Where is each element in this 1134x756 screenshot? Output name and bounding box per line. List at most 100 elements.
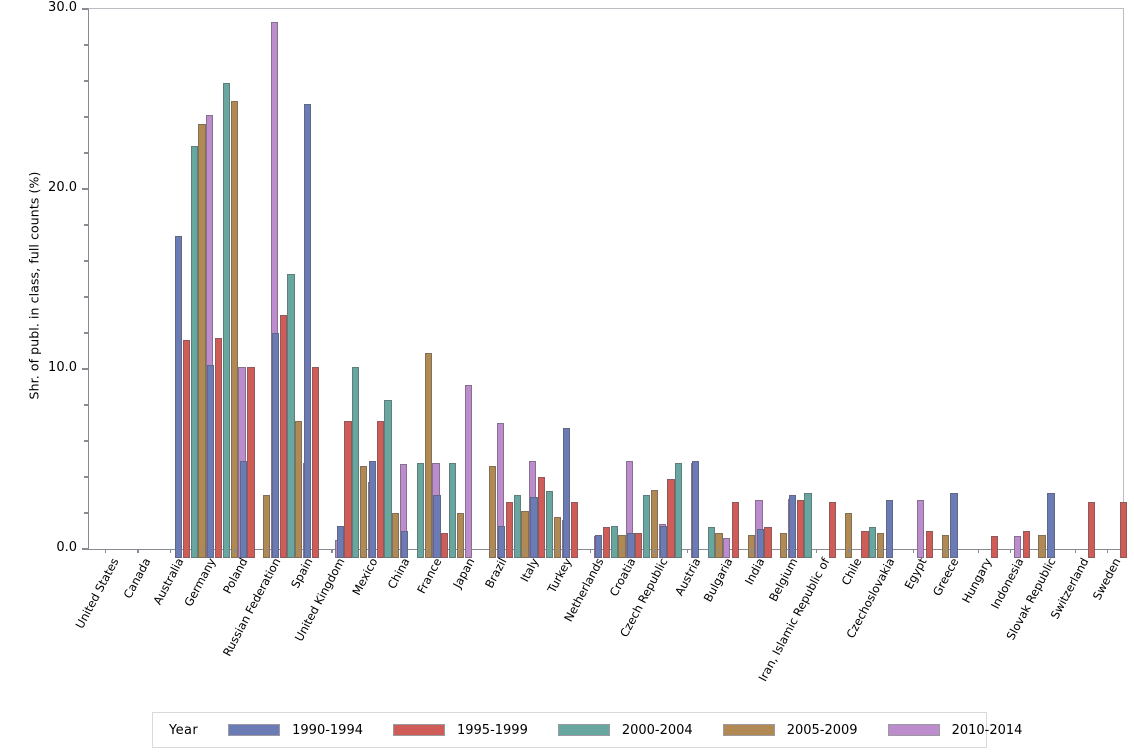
bar[interactable] xyxy=(788,495,797,558)
legend-item[interactable]: 2010-2014 xyxy=(887,723,1022,738)
bar[interactable] xyxy=(336,525,344,558)
bar[interactable] xyxy=(642,495,651,558)
bar[interactable] xyxy=(764,527,772,558)
bar[interactable] xyxy=(441,532,449,558)
bar[interactable] xyxy=(182,340,190,558)
x-axis-tick-mark xyxy=(783,549,785,553)
bar[interactable] xyxy=(295,421,303,558)
bar[interactable] xyxy=(885,500,894,558)
bar[interactable] xyxy=(723,538,731,558)
bar[interactable] xyxy=(876,532,885,558)
bar[interactable] xyxy=(869,527,877,558)
bar[interactable] xyxy=(595,534,603,558)
bar[interactable] xyxy=(198,124,206,558)
bar[interactable] xyxy=(530,496,538,558)
bar[interactable] xyxy=(602,527,610,558)
bar[interactable] xyxy=(1013,536,1022,558)
bar[interactable] xyxy=(287,273,295,558)
bar[interactable] xyxy=(376,421,384,558)
bar[interactable] xyxy=(456,513,465,558)
bar-group xyxy=(918,18,956,558)
bar[interactable] xyxy=(618,534,626,558)
bar[interactable] xyxy=(344,421,352,558)
bar[interactable] xyxy=(844,513,852,558)
bar[interactable] xyxy=(174,235,183,558)
bar[interactable] xyxy=(691,460,700,558)
bar[interactable] xyxy=(424,352,432,558)
bar[interactable] xyxy=(659,525,667,558)
bar[interactable] xyxy=(304,104,312,558)
bar[interactable] xyxy=(796,500,804,558)
bar-group xyxy=(1047,18,1085,558)
bar[interactable] xyxy=(215,338,223,558)
bar[interactable] xyxy=(464,385,472,558)
bar[interactable] xyxy=(222,82,231,558)
bar[interactable] xyxy=(570,502,578,558)
bar[interactable] xyxy=(545,491,554,558)
bar[interactable] xyxy=(521,511,529,558)
legend-color-swatch xyxy=(722,724,775,736)
bar[interactable] xyxy=(505,502,514,558)
bar[interactable] xyxy=(279,315,287,558)
bar[interactable] xyxy=(804,493,812,558)
bar[interactable] xyxy=(1022,531,1031,558)
bar[interactable] xyxy=(449,462,457,558)
bar[interactable] xyxy=(675,462,683,558)
bar[interactable] xyxy=(925,531,934,558)
bar[interactable] xyxy=(230,100,238,558)
bar[interactable] xyxy=(610,525,618,558)
bar[interactable] xyxy=(707,527,715,558)
bar[interactable] xyxy=(247,367,255,558)
bar[interactable] xyxy=(861,531,869,558)
bar[interactable] xyxy=(941,534,949,558)
bar[interactable] xyxy=(416,462,424,558)
bar[interactable] xyxy=(950,493,958,558)
bar[interactable] xyxy=(1047,493,1055,558)
bar[interactable] xyxy=(627,532,635,558)
bar[interactable] xyxy=(553,516,561,558)
x-axis-tick-mark xyxy=(686,549,688,553)
bar[interactable] xyxy=(392,513,400,558)
bar[interactable] xyxy=(1087,502,1095,558)
bar[interactable] xyxy=(513,495,521,558)
bar[interactable] xyxy=(667,478,675,558)
bar[interactable] xyxy=(779,532,788,558)
bar[interactable] xyxy=(562,428,570,558)
bar[interactable] xyxy=(756,529,764,558)
bar[interactable] xyxy=(635,532,643,558)
x-axis-tick-mark xyxy=(654,549,656,553)
bar[interactable] xyxy=(650,489,658,558)
bar[interactable] xyxy=(271,333,280,558)
y-axis-tick-label: 30.0 xyxy=(48,0,77,15)
bar[interactable] xyxy=(239,460,247,558)
bar[interactable] xyxy=(498,525,506,558)
bar[interactable] xyxy=(359,466,368,558)
legend-item[interactable]: 2005-2009 xyxy=(722,723,858,738)
bar[interactable] xyxy=(829,502,837,558)
legend-item[interactable]: 2000-2004 xyxy=(557,723,693,738)
bar[interactable] xyxy=(207,365,215,558)
bar[interactable] xyxy=(312,367,320,558)
bar[interactable] xyxy=(732,502,740,558)
bar[interactable] xyxy=(489,466,497,558)
bar[interactable] xyxy=(368,460,377,558)
bar[interactable] xyxy=(401,531,409,558)
bar[interactable] xyxy=(384,399,392,558)
legend-item[interactable]: 1995-1999 xyxy=(392,723,528,738)
bar[interactable] xyxy=(1119,502,1127,558)
legend-label: 1990-1994 xyxy=(292,722,363,738)
bar[interactable] xyxy=(1038,534,1046,558)
bar-group xyxy=(788,18,827,558)
legend-item[interactable]: 1990-1994 xyxy=(228,723,363,738)
bar[interactable] xyxy=(990,536,998,558)
bar[interactable] xyxy=(747,534,755,558)
bar[interactable] xyxy=(352,367,360,558)
bar[interactable] xyxy=(190,145,198,558)
bar[interactable] xyxy=(917,500,925,558)
bar[interactable] xyxy=(538,477,546,558)
plot-area xyxy=(88,8,1127,558)
bar[interactable] xyxy=(262,495,271,558)
bar[interactable] xyxy=(715,532,723,558)
bar[interactable] xyxy=(433,495,441,558)
legend-color-swatch xyxy=(228,724,281,736)
